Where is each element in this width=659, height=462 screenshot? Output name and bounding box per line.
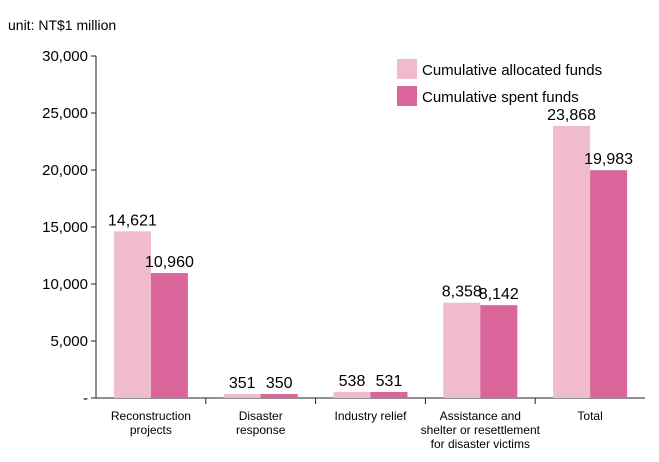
bar (223, 393, 261, 398)
x-tick-label: response (236, 423, 286, 437)
x-tick-label: Total (577, 409, 602, 423)
data-label: 350 (266, 375, 293, 392)
data-label: 8,358 (442, 284, 482, 301)
bar (370, 391, 408, 398)
data-label: 14,621 (108, 212, 157, 229)
legend-label: Cumulative allocated funds (422, 62, 602, 79)
legend-label: Cumulative spent funds (422, 89, 579, 106)
data-label: 538 (339, 373, 366, 390)
y-tick-label: 5,000 (50, 333, 88, 350)
bar (113, 231, 151, 398)
data-label: 531 (376, 373, 403, 390)
x-tick-label: for disaster victims (431, 437, 530, 451)
x-tick-label: Reconstruction (111, 409, 191, 423)
data-label: 8,142 (479, 286, 519, 303)
y-tick-label: 20,000 (42, 162, 88, 179)
bar (480, 305, 518, 398)
x-tick-label: Disaster (239, 409, 283, 423)
bar (443, 302, 481, 398)
unit-label: unit: NT$1 million (8, 17, 116, 33)
data-label: 10,960 (145, 254, 194, 271)
legend-swatch (397, 59, 417, 79)
data-label: 19,983 (584, 151, 633, 168)
bar (553, 125, 591, 399)
y-tick-label: 25,000 (42, 105, 88, 122)
x-tick-label: shelter or resettlement (421, 423, 541, 437)
y-tick-label: 10,000 (42, 276, 88, 293)
bar (150, 273, 188, 398)
y-tick-label: - (83, 390, 88, 407)
x-tick-label: projects (130, 423, 172, 437)
x-tick-label: Industry relief (334, 409, 407, 423)
data-label: 351 (229, 375, 256, 392)
y-tick-label: 15,000 (42, 219, 88, 236)
legend-swatch (397, 86, 417, 106)
bar (260, 394, 298, 398)
axes: - 5,000 10,000 15,000 20,000 25,000 30,000 Reco… (42, 48, 645, 451)
bar (333, 391, 371, 398)
data-label: 23,868 (547, 107, 596, 124)
y-tick-label: 30,000 (42, 48, 88, 65)
legend: Cumulative allocated funds Cumulative spe… (397, 59, 602, 106)
bar (590, 170, 628, 398)
x-tick-label: Assistance and (440, 409, 521, 423)
